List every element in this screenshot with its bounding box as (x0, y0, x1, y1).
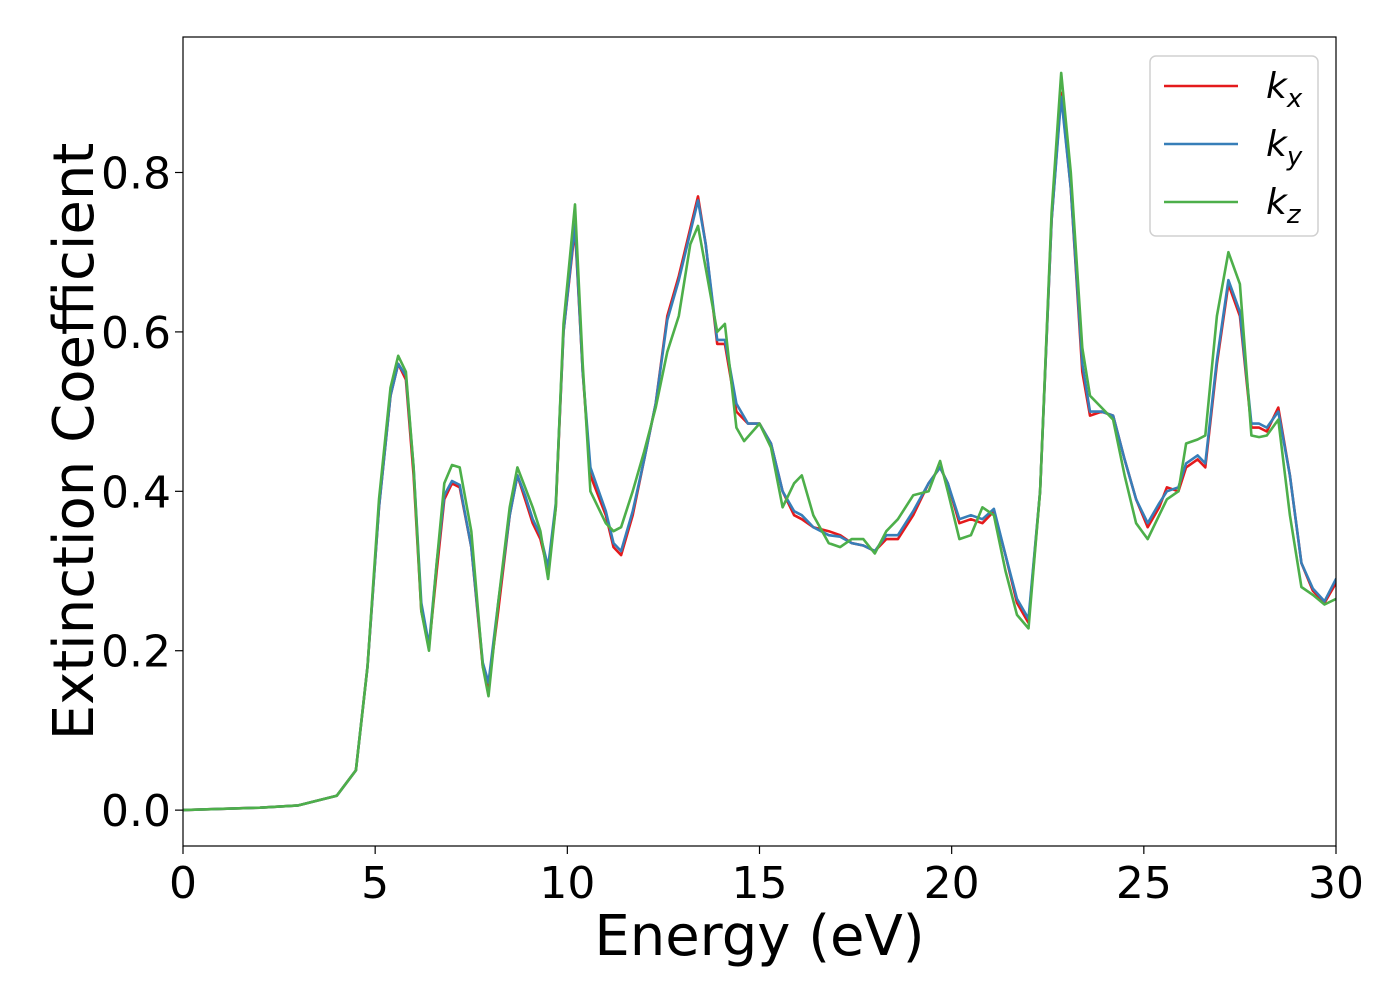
y-tick-label: 0.2 (101, 627, 171, 678)
x-tick-label: 25 (1116, 858, 1172, 909)
x-tick-label: 20 (924, 858, 980, 909)
y-tick-label: 0.8 (101, 148, 171, 199)
y-tick-label: 0.0 (101, 786, 171, 837)
legend: kx ky kz (1149, 55, 1319, 237)
y-axis-title: Extinction Coefficient (42, 143, 107, 741)
legend-box (1149, 55, 1319, 237)
y-tick-label: 0.4 (101, 467, 171, 518)
x-tick-label: 30 (1308, 858, 1364, 909)
series-line-y (183, 95, 1336, 812)
y-tick-label: 0.6 (101, 308, 171, 359)
legend-label-z: kz (1266, 182, 1302, 230)
x-tick-label: 10 (539, 858, 595, 909)
legend-label-x: kx (1266, 66, 1303, 114)
legend-label-y: ky (1266, 124, 1303, 172)
x-tick-label: 5 (361, 858, 389, 909)
series-line-z (183, 71, 1336, 812)
series-layer (183, 71, 1336, 812)
x-tick-label: 0 (169, 858, 197, 909)
x-tick-label: 15 (732, 858, 788, 909)
x-axis: 0 5 10 15 20 25 30 (169, 846, 1364, 909)
y-axis: 0.0 0.2 0.4 0.6 0.8 (101, 148, 183, 837)
x-axis-title: Energy (eV) (594, 904, 924, 969)
